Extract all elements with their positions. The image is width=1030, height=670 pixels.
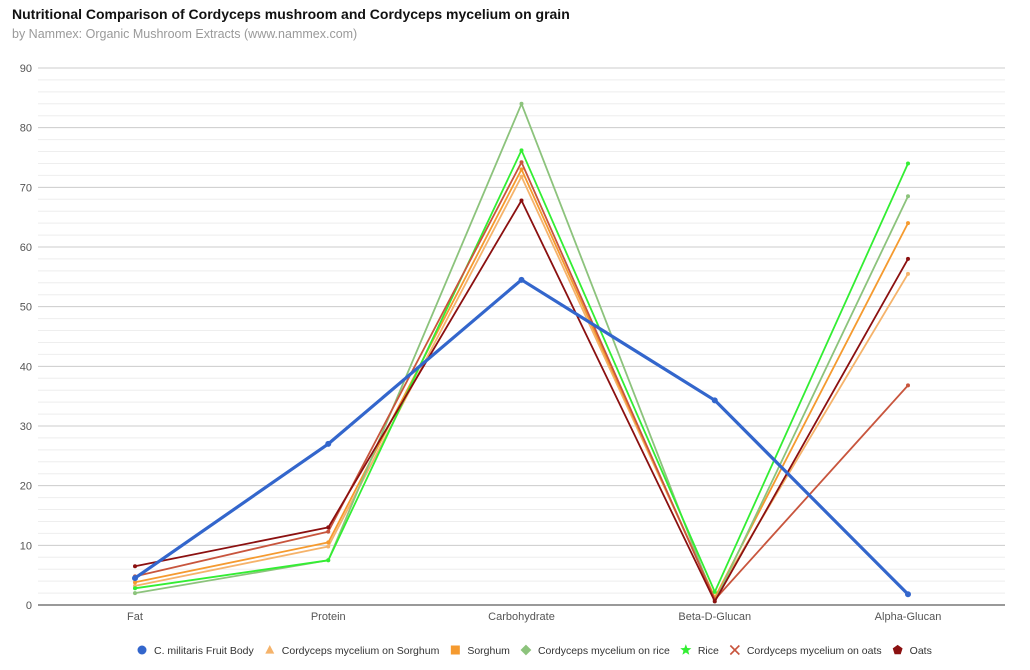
series-line [134, 149, 909, 593]
data-point [133, 591, 137, 596]
legend-diamond-icon [520, 644, 532, 656]
x-tick-label: Fat [127, 611, 143, 623]
data-point [518, 276, 525, 283]
data-point [132, 575, 138, 582]
data-point [519, 167, 524, 172]
legend-label: Cordyceps mycelium on rice [538, 645, 670, 657]
y-tick-label: 60 [20, 242, 32, 254]
data-point [133, 564, 137, 569]
y-tick-label: 10 [20, 540, 32, 552]
series-oats [133, 198, 910, 604]
data-point [906, 256, 910, 261]
legend-label: C. militaris Fruit Body [154, 645, 255, 657]
data-point [519, 148, 524, 153]
series-sorghum [133, 167, 910, 600]
data-point [133, 586, 137, 591]
legend-item-cordyceps-mycelium-on-oats[interactable]: Cordyceps mycelium on oats [729, 644, 882, 657]
data-point [326, 529, 331, 534]
data-point [906, 271, 910, 276]
data-point [712, 589, 717, 594]
legend-item-c-militaris-fruit-body[interactable]: C. militaris Fruit Body [137, 645, 255, 657]
grid-layer [38, 67, 1005, 606]
y-tick-label: 50 [20, 302, 32, 314]
legend-x-icon [729, 644, 740, 656]
series-cordyceps-mycelium-on-sorghum [133, 174, 910, 600]
series-cordyceps-mycelium-on-oats [133, 160, 910, 602]
series-line [134, 175, 909, 599]
data-point [906, 161, 910, 166]
y-tick-label: 80 [20, 123, 32, 135]
axis-layer: 0 10 20 30 40 50 60 70 80 90 Fat Protein Carbohydrat… [20, 63, 942, 623]
data-point [906, 194, 910, 199]
chart-title: Nutritional Comparison of Cordyceps mush… [12, 6, 570, 22]
data-point [519, 101, 524, 106]
x-tick-label: Protein [311, 611, 346, 623]
legend[interactable]: C. militaris Fruit Body Cordyceps myceliu… [137, 644, 932, 657]
data-point [133, 580, 137, 585]
chart-subtitle: by Nammex: Organic Mushroom Extracts (ww… [12, 27, 358, 41]
data-point [906, 383, 910, 388]
series-line [134, 161, 909, 601]
legend-label: Cordyceps mycelium on Sorghum [282, 645, 440, 657]
data-point [711, 397, 718, 404]
data-point [519, 174, 524, 179]
y-tick-label: 40 [20, 361, 32, 373]
legend-item-rice[interactable]: Rice [680, 644, 719, 657]
y-tick-label: 30 [20, 421, 32, 433]
data-point [326, 525, 331, 530]
legend-item-sorghum[interactable]: Sorghum [450, 645, 510, 657]
data-point [325, 440, 332, 447]
y-tick-label: 20 [20, 481, 32, 493]
legend-label: Sorghum [467, 645, 510, 657]
series-c-militaris-fruit-body [132, 276, 911, 598]
series-line [134, 278, 910, 596]
data-point [326, 558, 331, 563]
legend-label: Rice [698, 645, 719, 657]
x-tick-label: Alpha-Glucan [875, 611, 942, 623]
y-tick-label: 0 [26, 600, 32, 612]
x-tick-label: Beta-D-Glucan [678, 611, 751, 623]
legend-label: Oats [910, 645, 932, 657]
legend-circle-icon [137, 645, 147, 655]
y-tick-label: 90 [20, 63, 32, 75]
legend-label: Cordyceps mycelium on oats [747, 645, 882, 657]
series-rice [133, 148, 910, 594]
legend-item-cordyceps-mycelium-on-sorghum[interactable]: Cordyceps mycelium on Sorghum [265, 645, 440, 657]
legend-pentagon-icon [892, 644, 903, 655]
legend-item-oats[interactable]: Oats [892, 644, 932, 657]
series-layer [132, 101, 911, 604]
y-tick-label: 70 [20, 182, 32, 194]
legend-star-icon [680, 644, 692, 655]
data-point [519, 198, 524, 203]
data-point [326, 544, 331, 549]
data-point [712, 599, 717, 604]
legend-square-icon [450, 645, 460, 655]
legend-triangle-icon [265, 645, 275, 654]
series-line [134, 199, 909, 603]
data-point [519, 160, 524, 165]
data-point [905, 591, 911, 598]
data-point [906, 221, 910, 226]
data-point [326, 540, 331, 545]
legend-item-cordyceps-mycelium-on-rice[interactable]: Cordyceps mycelium on rice [520, 644, 670, 657]
x-tick-label: Carbohydrate [488, 611, 555, 623]
